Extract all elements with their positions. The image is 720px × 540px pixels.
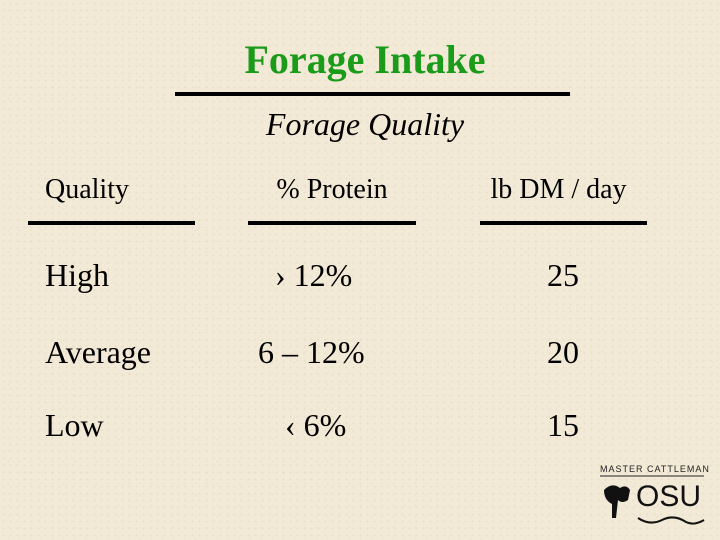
column-header: Quality xyxy=(45,174,129,205)
cell: 6 – 12% xyxy=(258,334,365,370)
title: Forage Intake xyxy=(244,37,486,82)
logo-bull xyxy=(604,485,630,518)
logo-mark: OSU xyxy=(636,480,701,513)
cell: 25 xyxy=(547,257,579,293)
logo-swoosh xyxy=(637,516,705,525)
column-header: lb DM / day xyxy=(490,174,627,205)
subtitle: Forage Quality xyxy=(265,106,465,142)
title-rule xyxy=(175,92,570,96)
cell: 15 xyxy=(547,407,579,443)
cell: Average xyxy=(45,334,151,370)
logo-text: MASTER CATTLEMAN xyxy=(600,464,710,474)
header-rule xyxy=(248,221,416,225)
cell: ‹ 6% xyxy=(285,407,347,443)
cell: 20 xyxy=(547,334,579,370)
header-rule xyxy=(28,221,195,225)
logo: MASTER CATTLEMAN OSU xyxy=(600,464,710,525)
cell: Low xyxy=(45,407,104,443)
cell: High xyxy=(45,257,109,293)
column-header: % Protein xyxy=(276,174,388,205)
cell: › 12% xyxy=(275,257,353,293)
header-rule xyxy=(480,221,647,225)
